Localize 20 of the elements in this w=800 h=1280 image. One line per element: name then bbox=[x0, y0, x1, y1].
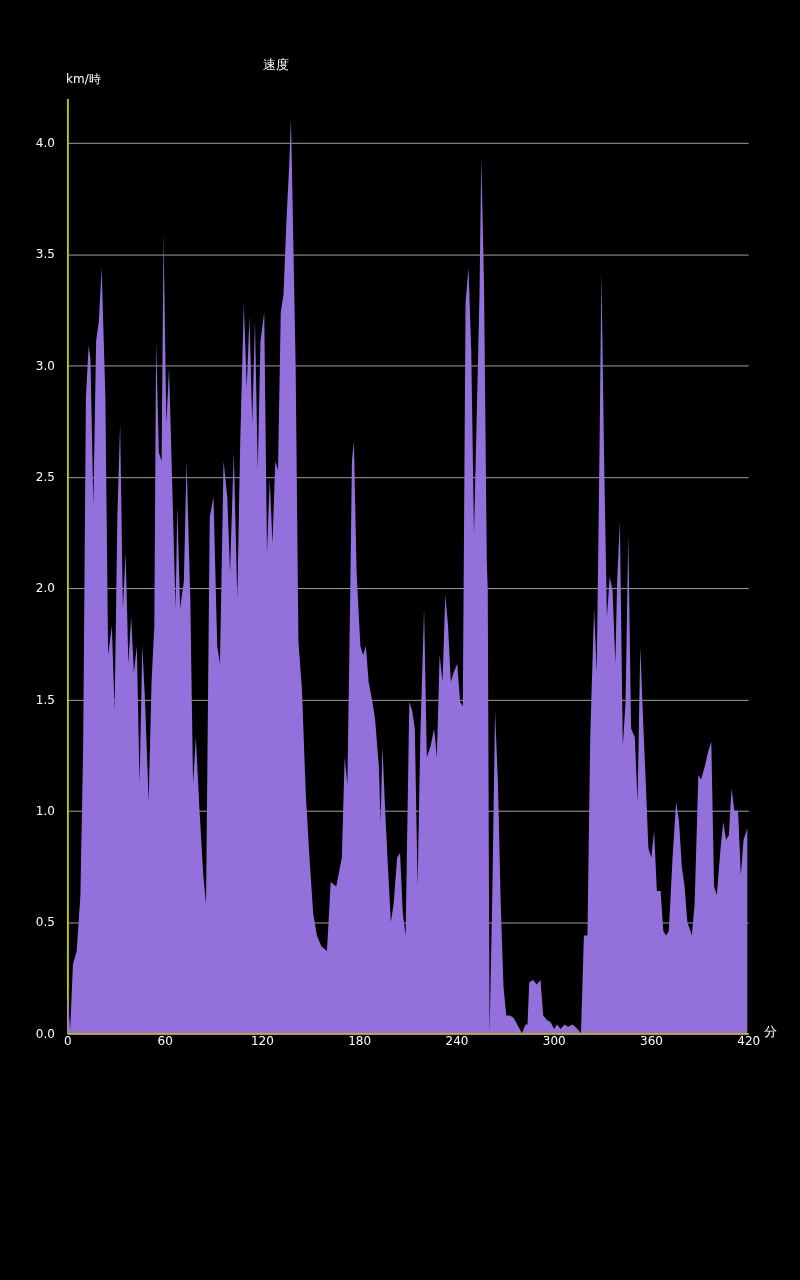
y-tick-label: 0.0 bbox=[35, 1026, 55, 1041]
y-axis-title: km/時 bbox=[66, 72, 101, 87]
x-tick-label: 420 bbox=[737, 1033, 761, 1048]
x-tick-label: 0 bbox=[64, 1033, 72, 1048]
x-tick-label: 60 bbox=[157, 1033, 173, 1048]
y-tick-label: 0.5 bbox=[35, 915, 55, 930]
x-tick-label: 120 bbox=[250, 1033, 274, 1048]
y-tick-label: 2.0 bbox=[35, 581, 55, 596]
y-tick-label: 2.5 bbox=[35, 470, 55, 485]
x-tick-label: 360 bbox=[640, 1033, 663, 1048]
y-tick-label: 3.0 bbox=[35, 358, 55, 373]
y-tick-label: 1.5 bbox=[35, 692, 55, 707]
x-tick-label: 180 bbox=[348, 1033, 372, 1048]
x-axis-title: 分 bbox=[764, 1023, 778, 1039]
y-tick-label: 4.0 bbox=[35, 136, 55, 151]
y-tick-label: 3.5 bbox=[35, 247, 55, 262]
chart-title: 速度 bbox=[262, 56, 289, 72]
y-tick-label: 1.0 bbox=[35, 803, 55, 818]
x-tick-label: 240 bbox=[445, 1033, 469, 1048]
x-tick-label: 300 bbox=[542, 1033, 566, 1048]
